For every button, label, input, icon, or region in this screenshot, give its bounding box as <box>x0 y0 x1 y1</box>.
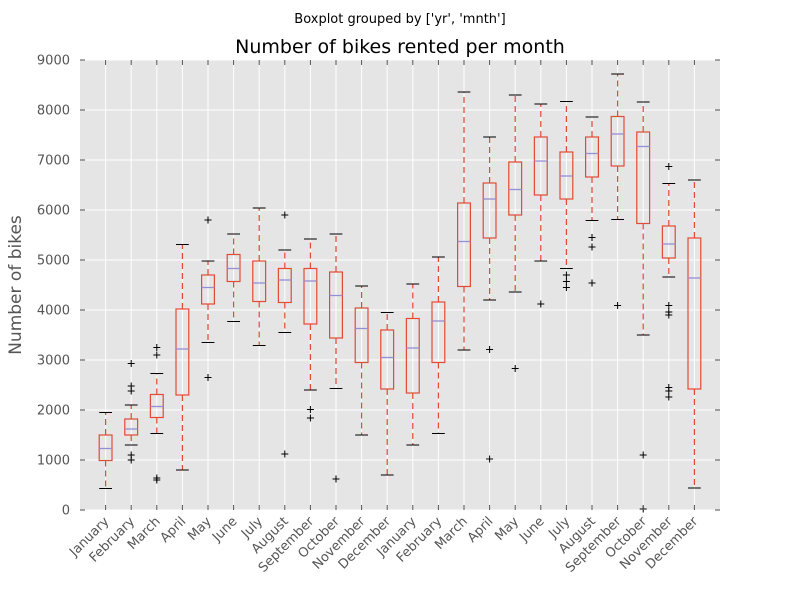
flier-point <box>665 163 673 170</box>
x-tick-label: April <box>158 514 190 546</box>
iqr-box <box>687 237 702 390</box>
y-tick-label: 0 <box>62 504 70 519</box>
iqr-box <box>380 329 395 390</box>
box-4 <box>175 244 190 471</box>
y-axis-label: Number of bikes <box>6 215 26 355</box>
flier-point <box>588 234 596 241</box>
box-1 <box>98 412 113 489</box>
iqr-box <box>457 202 472 288</box>
iqr-box <box>405 317 420 394</box>
flier-point <box>562 271 570 279</box>
x-tick-label: May <box>492 514 522 544</box>
y-tick-label: 1000 <box>37 454 70 469</box>
box-2 <box>124 360 139 464</box>
box-22 <box>636 101 651 513</box>
flier-point <box>588 243 596 251</box>
y-tick-label: 6000 <box>37 204 70 219</box>
box-16 <box>482 136 497 463</box>
flier-point <box>153 344 161 351</box>
flier-point <box>281 211 289 219</box>
box-13 <box>405 283 420 446</box>
iqr-box <box>508 161 523 216</box>
iqr-box <box>201 274 216 305</box>
y-tick-label: 9000 <box>37 54 70 69</box>
box-21 <box>610 73 625 309</box>
box-12 <box>380 312 395 476</box>
iqr-box <box>482 182 497 239</box>
flier-point <box>511 365 519 372</box>
flier-point <box>665 384 673 391</box>
x-tick-label: April <box>465 514 497 546</box>
box-7 <box>252 207 267 346</box>
flier-point <box>204 374 212 381</box>
iqr-box <box>661 225 676 259</box>
flier-point <box>127 360 135 367</box>
flier-point <box>562 278 570 285</box>
box-17 <box>508 94 523 372</box>
y-tick-label: 7000 <box>37 154 70 169</box>
box-24 <box>687 179 702 489</box>
box-14 <box>431 256 446 434</box>
iqr-box <box>303 267 318 325</box>
box-19 <box>559 101 574 291</box>
iqr-box <box>124 418 139 436</box>
flier-point <box>562 284 570 291</box>
y-tick-label: 8000 <box>37 104 70 119</box>
iqr-box <box>277 267 292 304</box>
iqr-box <box>98 434 113 462</box>
iqr-box <box>610 115 625 167</box>
box-10 <box>329 233 344 483</box>
x-tick-label: June <box>209 514 240 545</box>
flier-point <box>588 279 596 287</box>
flier-point <box>486 346 494 353</box>
box-18 <box>533 103 548 308</box>
flier-point <box>204 216 212 224</box>
x-tick-label: May <box>185 514 215 544</box>
iqr-box <box>636 131 651 225</box>
iqr-box <box>533 136 548 196</box>
flier-point <box>127 382 135 390</box>
box-8 <box>277 211 292 458</box>
chart-title: Number of bikes rented per month <box>235 36 565 58</box>
flier-point <box>306 414 314 422</box>
flier-point <box>614 302 622 309</box>
iqr-box <box>329 271 344 339</box>
flier-point <box>665 393 673 401</box>
flier-point <box>306 406 314 413</box>
iqr-box <box>175 308 190 396</box>
box-3 <box>149 344 164 484</box>
box-5 <box>201 216 216 381</box>
flier-point <box>486 455 494 463</box>
box-20 <box>584 116 599 287</box>
flier-point <box>665 302 673 309</box>
iqr-box <box>354 307 369 364</box>
flier-point <box>332 475 340 483</box>
iqr-box <box>252 260 267 303</box>
box-9 <box>303 238 318 422</box>
y-tick-label: 2000 <box>37 404 70 419</box>
flier-point <box>639 451 647 459</box>
box-6 <box>226 233 241 322</box>
y-tick-label: 4000 <box>37 304 70 319</box>
iqr-box <box>584 136 599 178</box>
y-tick-label: 5000 <box>37 254 70 269</box>
box-23 <box>661 163 676 401</box>
y-ticks: 0 1000 2000 3000 4000 5000 6000 7000 8000 9000 <box>37 54 720 519</box>
box-layer <box>98 73 702 513</box>
box-15 <box>457 91 472 351</box>
box-11 <box>354 285 369 436</box>
y-tick-label: 3000 <box>37 354 70 369</box>
flier-point <box>127 451 135 459</box>
flier-point <box>665 308 673 316</box>
x-tick-label: June <box>516 514 547 545</box>
flier-point <box>537 300 545 308</box>
flier-point <box>153 351 161 359</box>
flier-point <box>153 474 161 482</box>
chart-suptitle: Boxplot grouped by ['yr', 'mnth'] <box>294 12 505 27</box>
iqr-box <box>431 301 446 364</box>
flier-point <box>281 450 289 458</box>
plot-area <box>80 60 720 510</box>
